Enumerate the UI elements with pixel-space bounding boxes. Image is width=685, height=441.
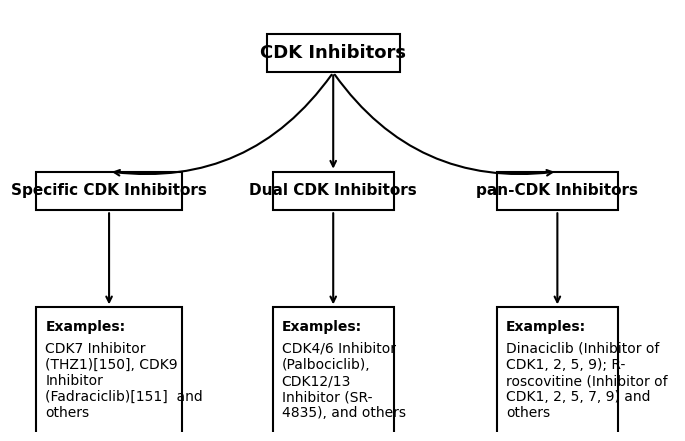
Text: CDK4/6 Inhibitor
(Palbociclib),
CDK12/13
Inhibitor (SR-
4835), and others: CDK4/6 Inhibitor (Palbociclib), CDK12/13… [282, 342, 406, 420]
Text: Examples:: Examples: [506, 320, 586, 334]
FancyBboxPatch shape [36, 172, 182, 210]
Text: Examples:: Examples: [45, 320, 125, 334]
FancyBboxPatch shape [497, 172, 618, 210]
FancyBboxPatch shape [36, 307, 182, 437]
Text: pan-CDK Inhibitors: pan-CDK Inhibitors [476, 183, 638, 198]
FancyBboxPatch shape [273, 307, 394, 437]
Text: Dinaciclib (Inhibitor of
CDK1, 2, 5, 9); R-
roscovitine (Inhibitor of
CDK1, 2, 5: Dinaciclib (Inhibitor of CDK1, 2, 5, 9);… [506, 342, 667, 420]
Text: Examples:: Examples: [282, 320, 362, 334]
FancyBboxPatch shape [497, 307, 618, 437]
Text: Specific CDK Inhibitors: Specific CDK Inhibitors [11, 183, 207, 198]
FancyBboxPatch shape [273, 172, 394, 210]
Text: CDK Inhibitors: CDK Inhibitors [260, 44, 406, 62]
Text: Dual CDK Inhibitors: Dual CDK Inhibitors [249, 183, 417, 198]
Text: CDK7 Inhibitor
(THZ1)[150], CDK9
Inhibitor
(Fadraciclib)[151]  and
others: CDK7 Inhibitor (THZ1)[150], CDK9 Inhibit… [45, 342, 203, 420]
FancyBboxPatch shape [266, 34, 400, 72]
